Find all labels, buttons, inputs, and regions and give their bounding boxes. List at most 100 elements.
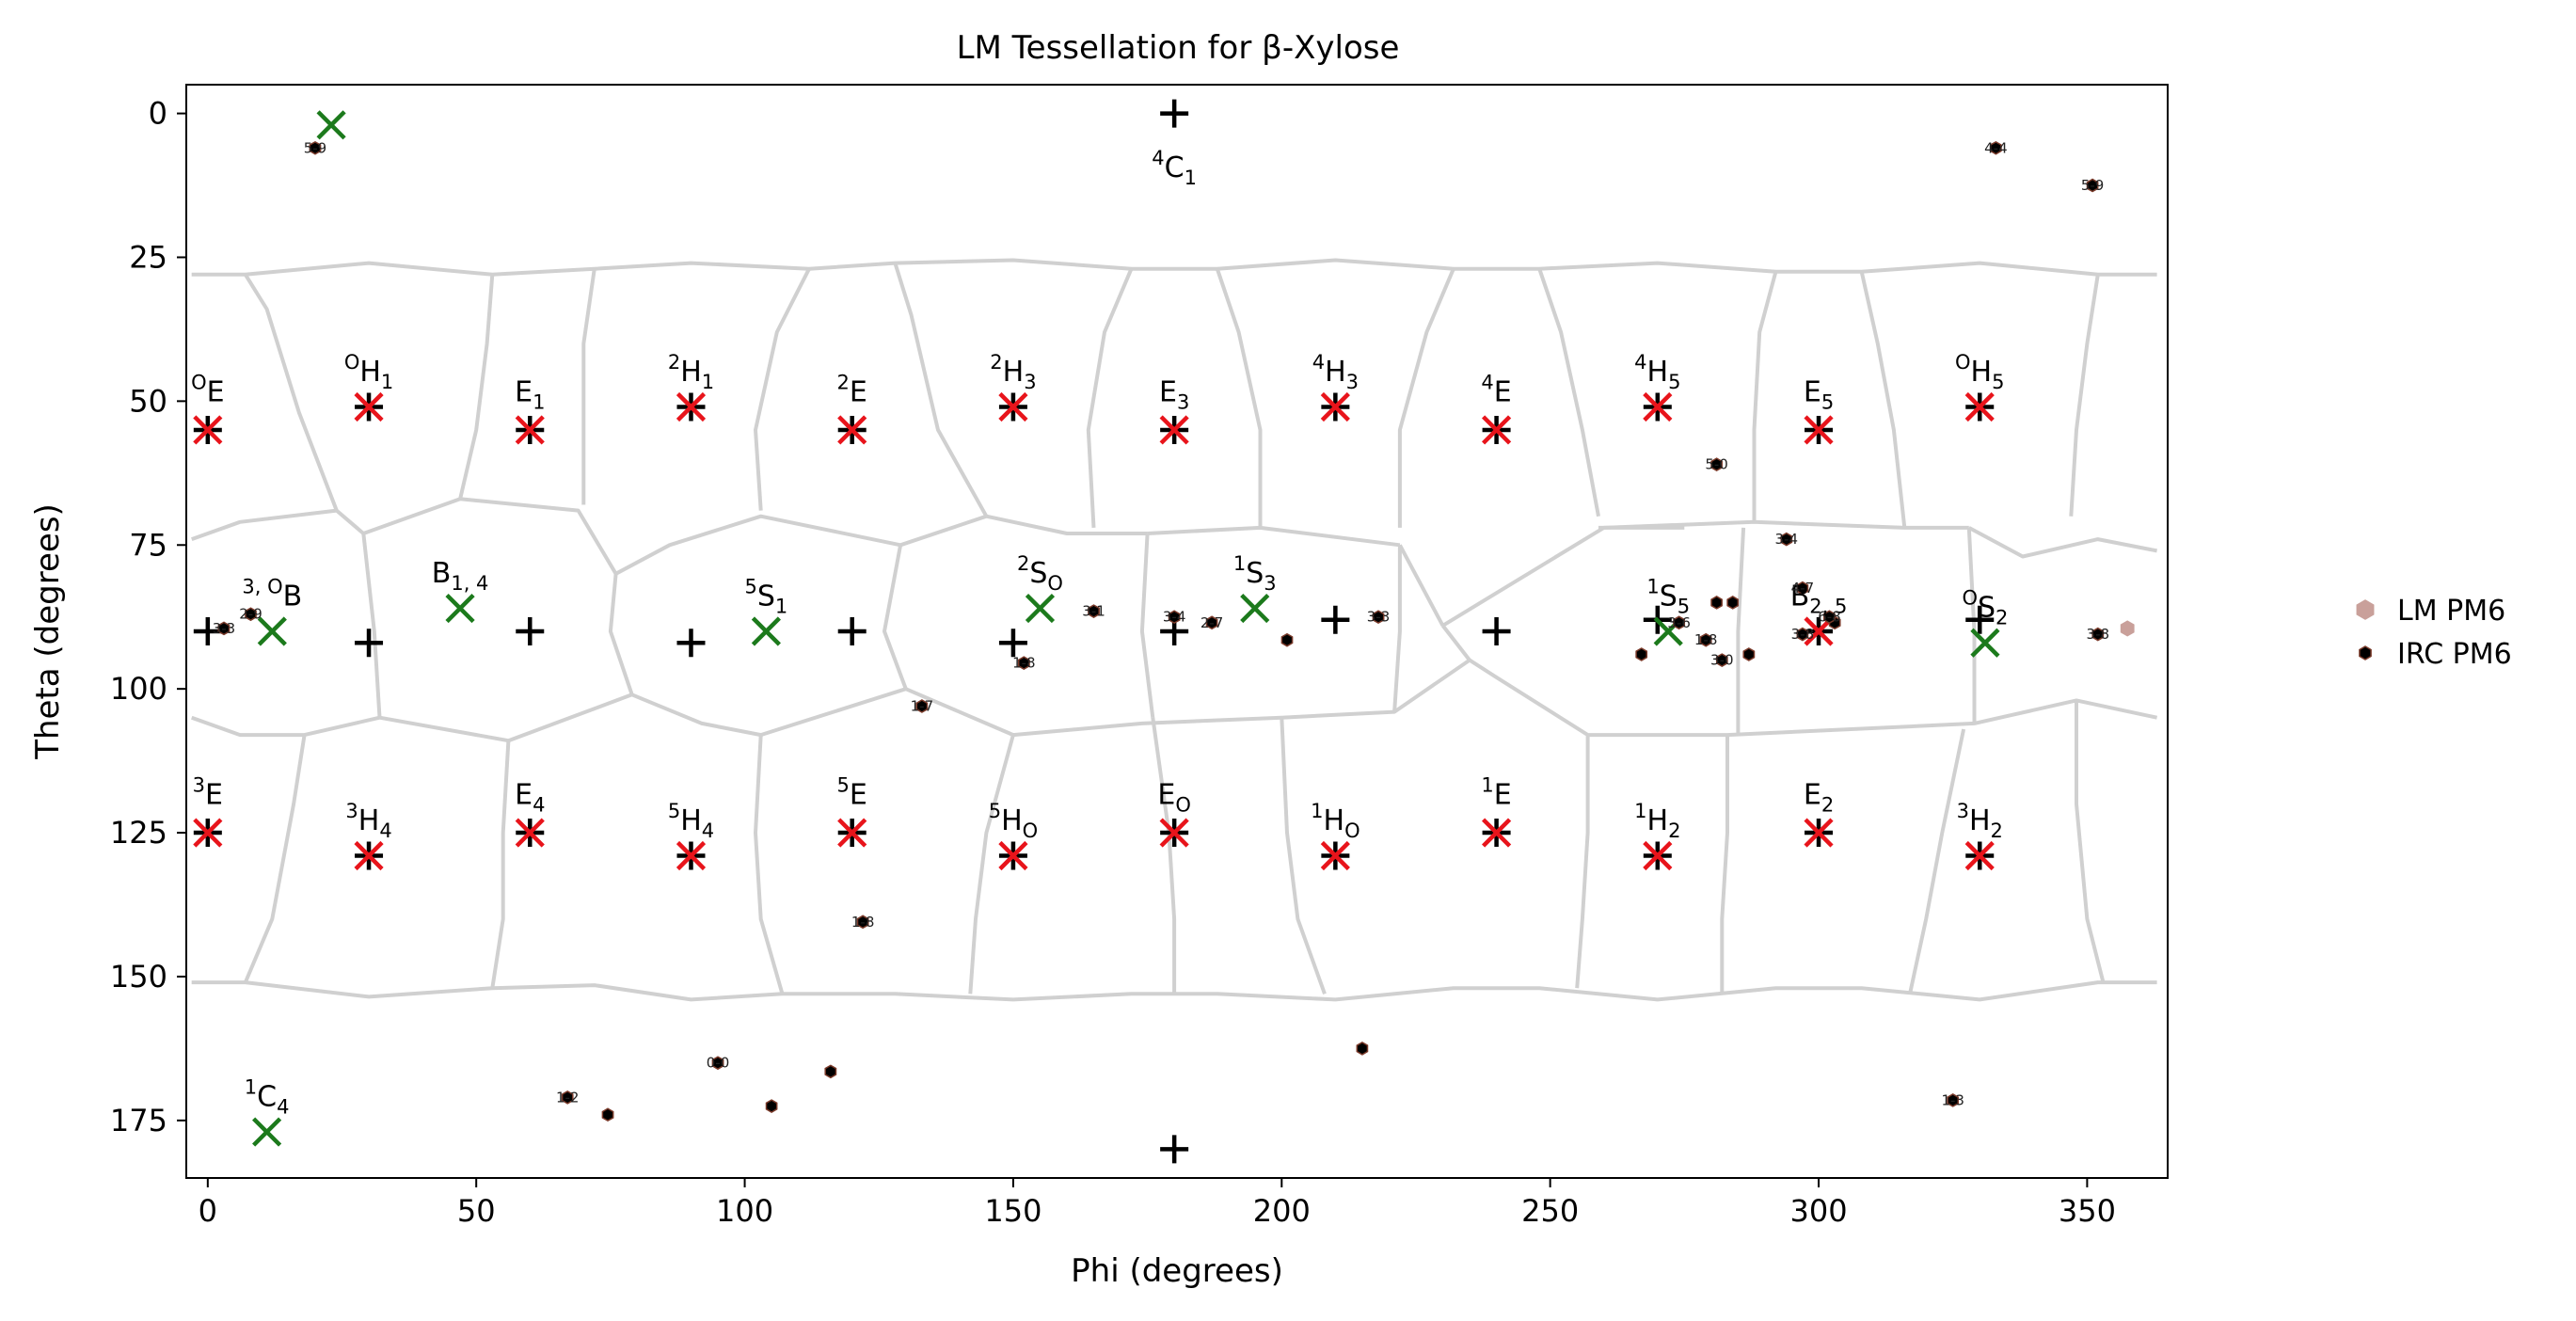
pucker-marker-22 bbox=[1804, 818, 1834, 848]
voronoi-edge-7 bbox=[1215, 268, 1263, 528]
pucker-label-30-sup: 1 bbox=[1233, 552, 1246, 575]
pucker-label-5-base: H bbox=[1003, 356, 1025, 389]
x-axis: 0 50 100 150 200 250 300 350 bbox=[199, 1178, 2116, 1229]
irc-pm6-point-33 bbox=[1947, 1093, 1960, 1107]
pucker-label-5-sub: 3 bbox=[1024, 371, 1036, 393]
pucker-label-12: 3E bbox=[193, 773, 223, 811]
lm-pm6-point-0 bbox=[2120, 620, 2135, 637]
irc-pm6-label-3: 4-4 bbox=[1984, 139, 2008, 156]
voronoi-edge-17 bbox=[1147, 525, 1401, 548]
pucker-label-4-base: E bbox=[850, 375, 867, 408]
pucker-label-29-base: S bbox=[1029, 557, 1047, 590]
voronoi-edge-28 bbox=[1966, 527, 1977, 724]
voronoi-edge-35 bbox=[1151, 717, 1177, 995]
pucker-label-7: 4H3 bbox=[1312, 351, 1359, 393]
irc-pm6-point-14 bbox=[1742, 647, 1756, 661]
pucker-label-17-sub: O bbox=[1023, 820, 1039, 842]
irc-pm6-point-18 bbox=[2091, 627, 2105, 642]
pucker-label-32-sup: O bbox=[1962, 587, 1978, 610]
voronoi-edge-32 bbox=[490, 740, 511, 989]
pucker-label-3-base: H bbox=[680, 356, 702, 389]
x-tick-label-3: 150 bbox=[984, 1193, 1042, 1229]
voronoi-edge-41 bbox=[191, 980, 2157, 1002]
irc-pm6-label-19: 3-1 bbox=[1082, 603, 1105, 620]
irc-pm6-label-12: 1-8 bbox=[1694, 631, 1718, 648]
pucker-label-9-sup: 4 bbox=[1634, 351, 1646, 374]
pucker-label-3: 2H1 bbox=[668, 351, 714, 393]
irc-pm6-point-0 bbox=[309, 140, 322, 155]
pucker-label-13-sup: 3 bbox=[345, 800, 358, 822]
pucker-label-29: 2SO bbox=[1017, 552, 1063, 595]
irc-pm6-label-24: 3-3 bbox=[1367, 609, 1391, 626]
pucker-label-0-base: E bbox=[207, 375, 225, 408]
pucker-label-0-sup: O bbox=[191, 371, 207, 393]
pucker-label-28-base: S bbox=[757, 580, 775, 613]
pucker-label-12-base: E bbox=[205, 778, 223, 811]
pucker-label-32-base: S bbox=[1978, 592, 1996, 625]
extra-label-0-sub: 1 bbox=[1185, 167, 1197, 189]
voronoi-edge-18 bbox=[1398, 544, 1445, 627]
voronoi-edge-20 bbox=[1967, 526, 2157, 559]
pucker-label-33-base: C bbox=[257, 1081, 277, 1114]
pucker-label-6: E3 bbox=[1159, 375, 1189, 413]
voronoi-edge-6 bbox=[1086, 267, 1134, 529]
voronoi-edge-31 bbox=[243, 734, 307, 983]
irc-pm6-label-13: 3-0 bbox=[1710, 652, 1734, 669]
pucker-marker-21 bbox=[1643, 840, 1673, 871]
voronoi-edge-21 bbox=[361, 533, 382, 718]
x-tick-label-4: 200 bbox=[1253, 1193, 1311, 1229]
pucker-label-1-sup: O bbox=[344, 351, 360, 374]
pucker-label-9-base: H bbox=[1647, 356, 1669, 389]
voronoi-edge-15 bbox=[614, 514, 901, 576]
extra-label-0-base: C bbox=[1165, 151, 1185, 184]
x-tick-label-7: 350 bbox=[2059, 1193, 2116, 1229]
voronoi-edge-24 bbox=[1139, 533, 1155, 718]
y-tick-label-4: 100 bbox=[110, 671, 167, 707]
irc-pm6-label-10: 3-6 bbox=[1667, 614, 1691, 631]
pucker-label-18-sub: O bbox=[1175, 793, 1191, 816]
y-tick-label-6: 150 bbox=[110, 959, 167, 995]
voronoi-edge-39 bbox=[1908, 728, 1966, 995]
pucker-label-7-sub: 3 bbox=[1346, 371, 1359, 393]
pucker-label-1: OH1 bbox=[344, 351, 393, 393]
reference-marker-25 bbox=[1965, 605, 1995, 634]
voronoi-edge-11 bbox=[1859, 271, 1907, 529]
irc-pm6-point-20 bbox=[1017, 656, 1030, 670]
pucker-marker-1 bbox=[354, 391, 384, 422]
irc-pm6-point-25 bbox=[915, 699, 929, 713]
pucker-marker-15 bbox=[676, 840, 707, 871]
legend-label-0: LM PM6 bbox=[2397, 595, 2505, 628]
irc-pm6-label-28: 1-2 bbox=[556, 1089, 580, 1106]
voronoi-edge-29 bbox=[191, 658, 2158, 743]
pucker-label-33-sub: 4 bbox=[277, 1096, 289, 1119]
irc-pm6-point-7 bbox=[1796, 581, 1809, 596]
pucker-label-30-sub: 3 bbox=[1264, 572, 1276, 595]
reference-marker-0 bbox=[1160, 99, 1189, 128]
pucker-label-32: OS2 bbox=[1962, 587, 2008, 629]
reference-marker-17 bbox=[676, 629, 706, 658]
pucker-label-19: 1HO bbox=[1311, 800, 1360, 842]
pucker-label-19-base: H bbox=[1324, 804, 1345, 837]
pucker-label-7-base: H bbox=[1325, 356, 1346, 389]
pucker-label-30: 1S3 bbox=[1233, 552, 1277, 595]
pucker-marker-18 bbox=[1159, 818, 1189, 848]
extra-label-0: 4C1 bbox=[1152, 147, 1197, 189]
pucker-label-2: E1 bbox=[515, 375, 545, 413]
pucker-marker-26 bbox=[257, 616, 287, 646]
pucker-label-26-sup: 3, O bbox=[242, 575, 282, 597]
voronoi-edge-34 bbox=[968, 734, 1015, 995]
reference-marker-14 bbox=[193, 617, 222, 645]
pucker-label-21: 1H2 bbox=[1634, 800, 1680, 842]
pucker-label-14-base: E bbox=[515, 778, 533, 811]
pucker-label-24-sub: 2, 5 bbox=[1809, 595, 1847, 617]
pucker-marker-28 bbox=[751, 616, 781, 646]
pucker-marker-19 bbox=[1320, 840, 1350, 871]
irc-pm6-point-32 bbox=[1356, 1042, 1369, 1056]
pucker-marker-6 bbox=[1159, 415, 1189, 445]
reference-marker-19 bbox=[998, 629, 1027, 658]
pucker-marker-27 bbox=[445, 593, 475, 624]
pucker-marker-2 bbox=[515, 415, 545, 445]
pucker-label-2-base: E bbox=[515, 375, 533, 408]
pucker-label-19-sub: O bbox=[1344, 820, 1360, 842]
pucker-label-17-sup: 5 bbox=[989, 800, 1001, 822]
